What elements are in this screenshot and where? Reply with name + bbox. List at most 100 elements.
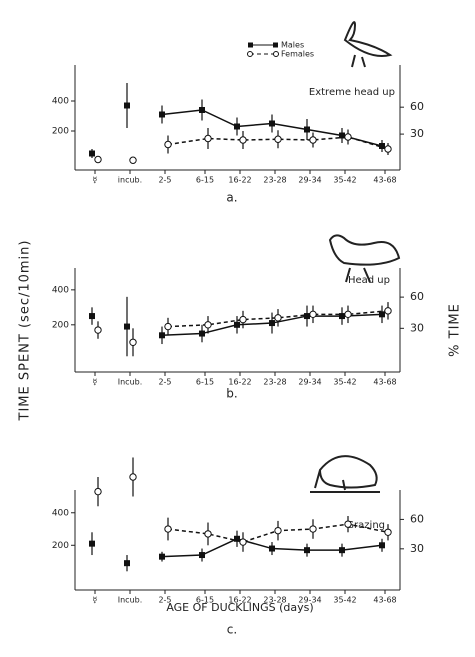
marker <box>304 126 310 133</box>
marker <box>164 140 172 149</box>
bird-icon <box>343 21 393 68</box>
x-tick-label: 16-22 <box>228 596 251 605</box>
x-tick-label: 16-22 <box>228 378 251 387</box>
marker <box>129 338 137 346</box>
marker <box>159 111 165 118</box>
marker <box>164 322 172 331</box>
y2-tick-label: 30 <box>410 127 424 140</box>
marker <box>274 526 282 535</box>
y-tick-label: 400 <box>52 508 69 518</box>
x-tick-label: Incub. <box>118 596 143 605</box>
marker <box>94 155 102 164</box>
y2-tick-label: 30 <box>410 321 424 334</box>
marker <box>124 560 130 567</box>
x-tick-label: 35-42 <box>333 596 356 605</box>
x-axis-label: AGE OF DUCKLINGS (days) <box>166 601 313 614</box>
x-tick-label: 2-5 <box>158 596 171 605</box>
marker <box>274 314 282 322</box>
x-tick-label: 35-42 <box>333 378 356 387</box>
marker <box>379 143 385 149</box>
x-tick-label: 2-5 <box>158 378 171 387</box>
marker <box>339 547 345 554</box>
legend-marker <box>247 51 253 57</box>
marker <box>304 547 310 554</box>
marker <box>384 307 392 315</box>
marker <box>269 320 275 327</box>
marker <box>89 313 95 320</box>
x-tick-label: ☿ <box>93 596 98 605</box>
x-tick-label: Incub. <box>118 378 143 387</box>
panel-caption: a. <box>226 191 237 205</box>
y-tick-label: 200 <box>52 127 69 137</box>
marker <box>89 540 95 547</box>
marker <box>344 133 352 141</box>
marker <box>239 538 247 546</box>
marker <box>204 134 212 143</box>
marker <box>234 321 240 328</box>
y-tick-label: 200 <box>52 541 69 551</box>
marker <box>199 330 205 337</box>
x-tick-label: 29-34 <box>298 596 321 605</box>
marker <box>239 315 247 324</box>
legend-marker <box>273 42 278 48</box>
x-tick-label: 23-28 <box>263 176 286 185</box>
y2-axis-label: % TIME <box>448 303 463 357</box>
marker <box>309 136 317 144</box>
marker <box>234 123 240 130</box>
marker <box>339 132 345 139</box>
marker <box>124 323 130 330</box>
y-tick-label: 400 <box>52 285 69 295</box>
y2-tick-label: 30 <box>410 542 424 555</box>
marker <box>309 310 317 319</box>
legend-label: Males <box>281 41 304 50</box>
marker <box>379 542 385 549</box>
marker <box>199 107 205 113</box>
marker <box>234 535 240 542</box>
marker <box>379 311 385 318</box>
marker <box>129 156 137 164</box>
x-tick-label: 23-28 <box>263 378 286 387</box>
marker <box>239 136 247 144</box>
marker <box>384 145 392 153</box>
marker <box>344 520 352 528</box>
legend-marker <box>273 51 279 57</box>
y2-tick-label: 60 <box>410 100 424 113</box>
marker <box>309 525 317 533</box>
marker <box>204 530 212 538</box>
marker <box>164 525 172 533</box>
y2-tick-label: 60 <box>410 512 424 525</box>
x-tick-label: incub. <box>118 176 142 185</box>
marker <box>94 326 102 334</box>
marker <box>89 150 95 157</box>
marker <box>129 473 137 481</box>
y-tick-label: 400 <box>52 97 69 107</box>
x-tick-label: 6-15 <box>196 176 214 185</box>
marker <box>94 487 102 496</box>
x-tick-label: 29-34 <box>298 378 321 387</box>
y-axis-label: TIME SPENT (sec/10min) <box>18 240 33 422</box>
x-tick-label: 16-22 <box>228 176 251 185</box>
panel-caption: c. <box>227 623 237 637</box>
x-tick-label: 29-34 <box>298 176 321 185</box>
bird-icon <box>310 455 380 493</box>
x-tick-label: 6-15 <box>196 596 214 605</box>
legend-label: Females <box>281 50 314 59</box>
x-tick-label: 6-15 <box>196 378 214 387</box>
panel-title: Extreme head up <box>309 87 395 98</box>
marker <box>339 313 345 320</box>
marker <box>344 310 352 319</box>
legend-marker <box>248 42 253 48</box>
x-tick-label: 2-5 <box>158 176 171 185</box>
bird-icons <box>310 21 401 493</box>
panel-title: Head up <box>348 275 390 286</box>
x-tick-label: ☿ <box>93 176 98 185</box>
marker <box>274 135 282 143</box>
marker <box>199 552 205 559</box>
y2-tick-label: 60 <box>410 290 424 303</box>
marker <box>304 313 310 320</box>
x-tick-label: 23-28 <box>263 596 286 605</box>
marker <box>204 321 212 329</box>
marker <box>269 120 275 127</box>
